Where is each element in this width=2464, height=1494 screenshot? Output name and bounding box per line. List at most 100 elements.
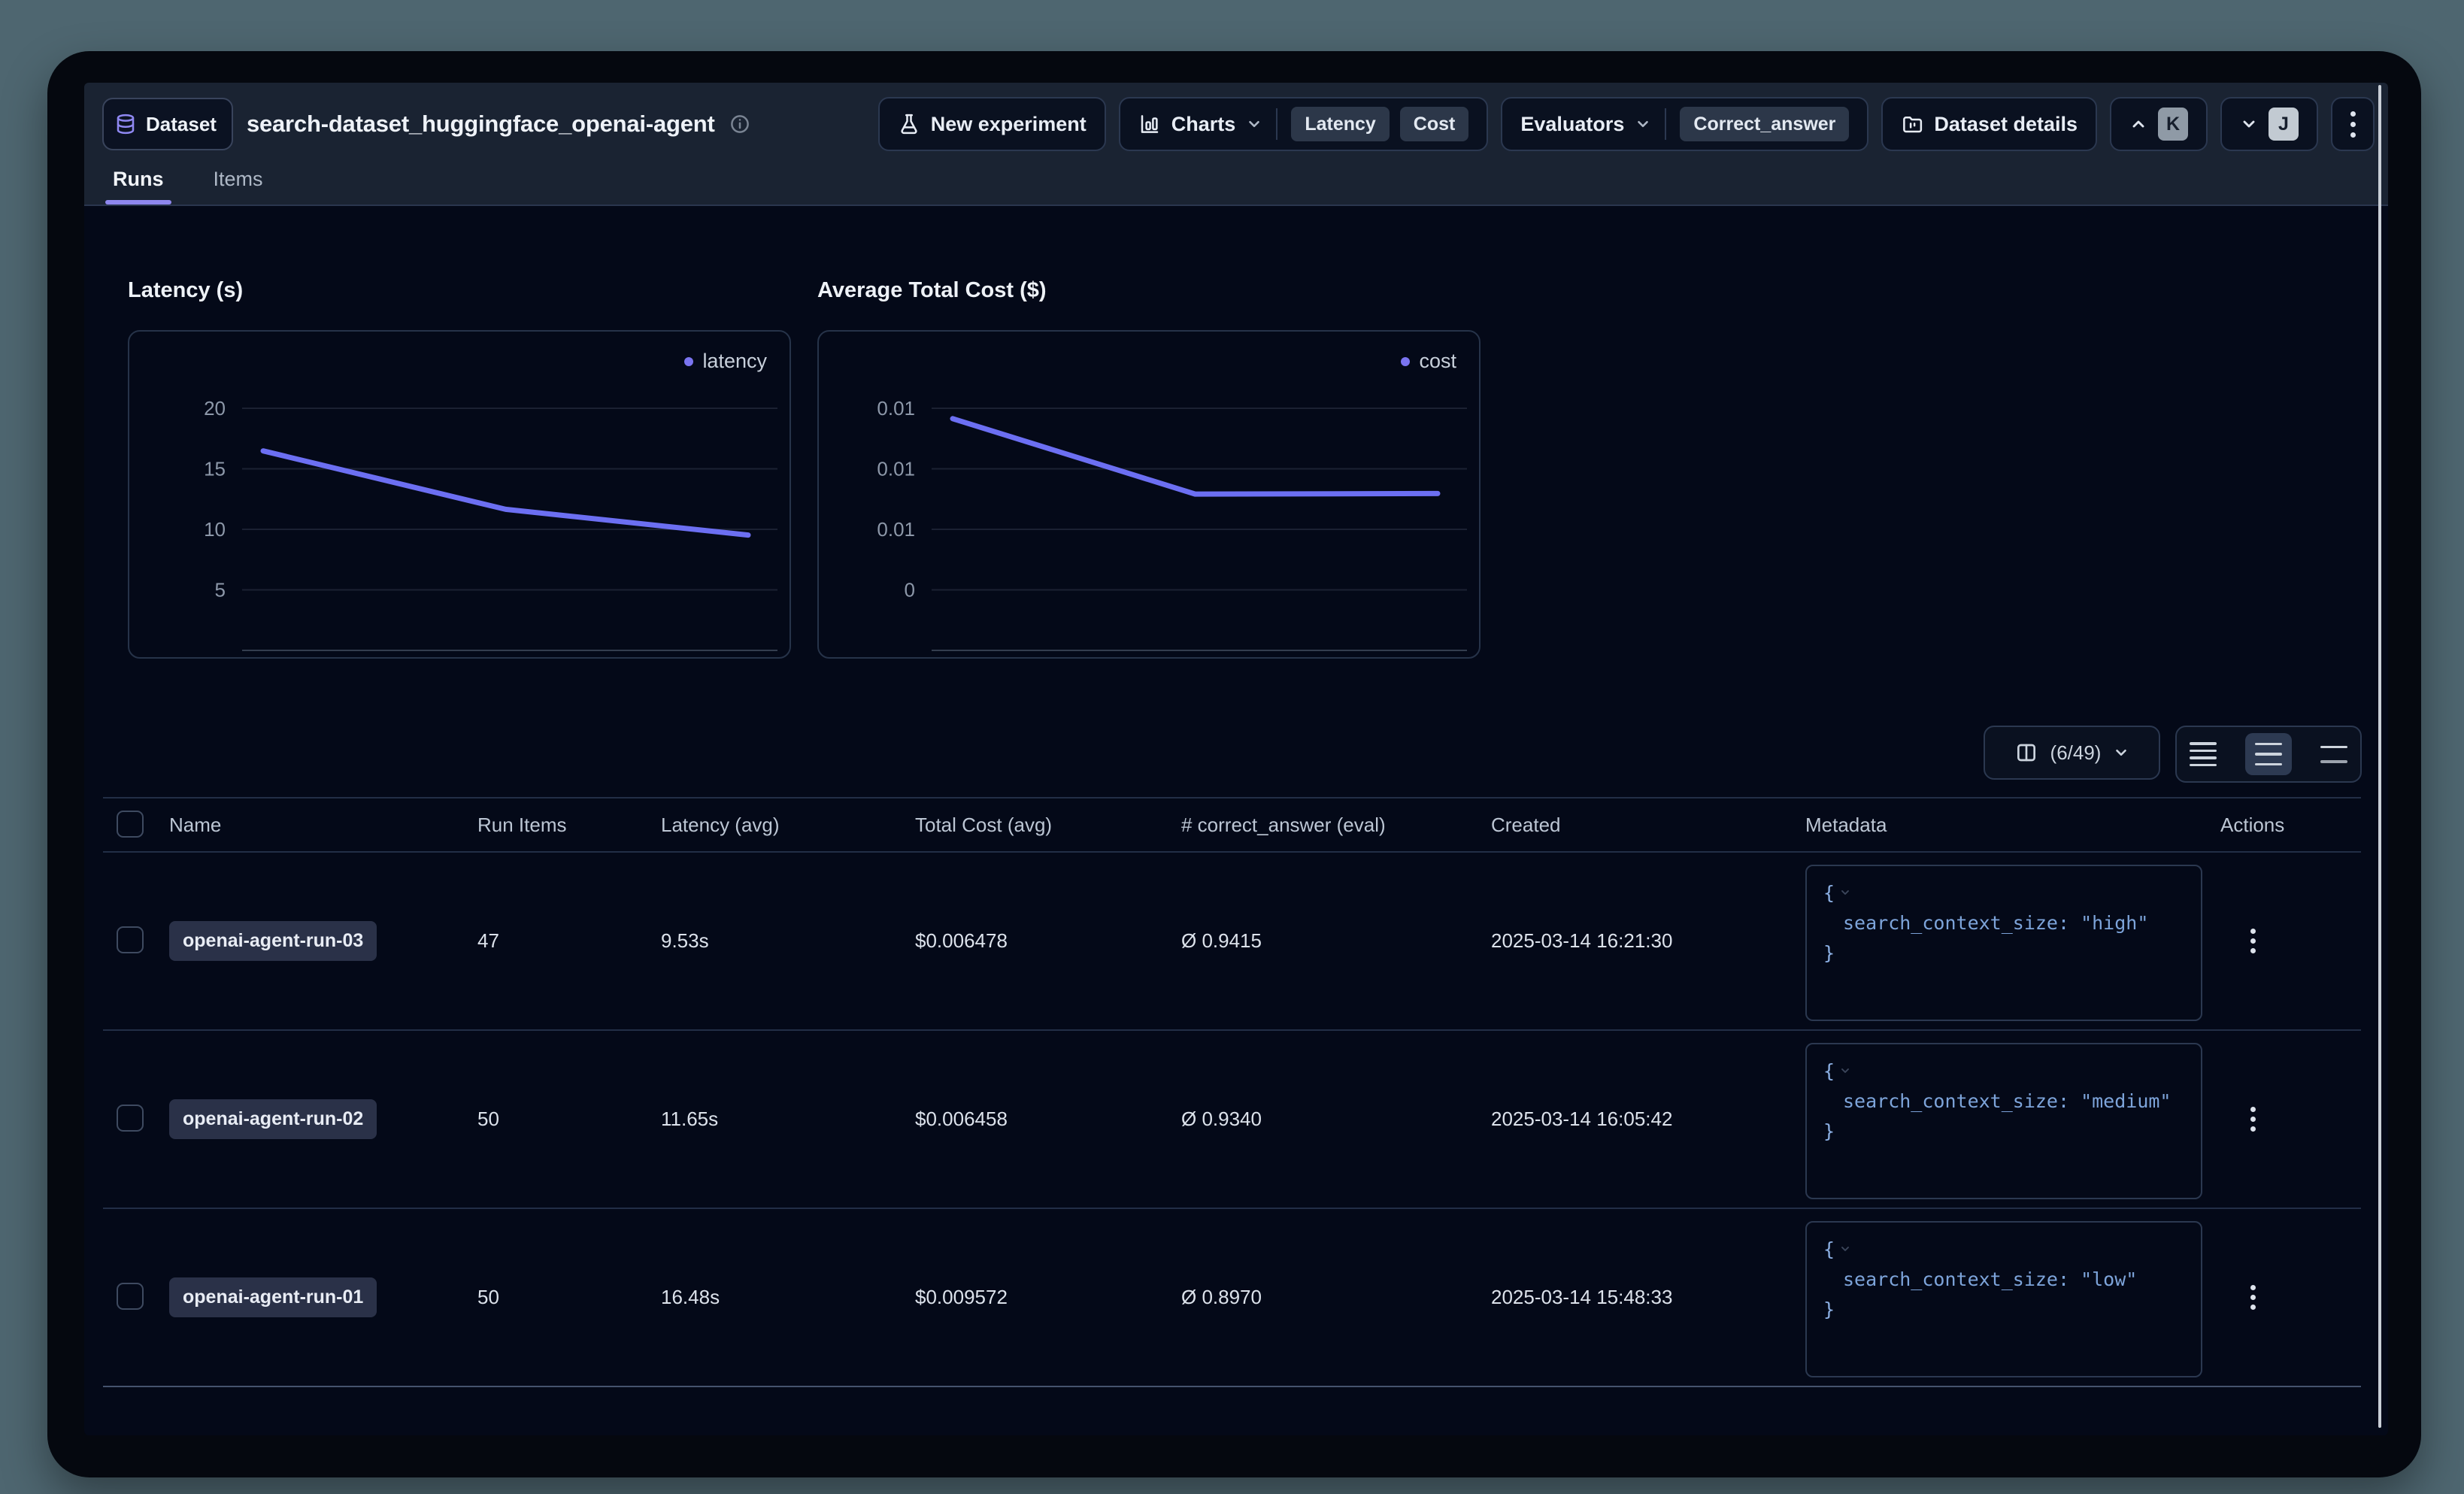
run-name-chip[interactable]: openai-agent-run-03: [169, 921, 377, 961]
latency-avg-value: 11.65s: [661, 1108, 719, 1130]
svg-text:5: 5: [215, 579, 226, 602]
next-run-button[interactable]: J: [2220, 97, 2318, 151]
table-header-row: Name Run Items Latency (avg) Total Cost …: [103, 799, 2361, 853]
app-window: Dataset search-dataset_huggingface_opena…: [84, 83, 2388, 1435]
svg-text:0.01: 0.01: [877, 518, 915, 541]
evaluators-label: Evaluators: [1520, 112, 1625, 135]
latency-chart-legend: latency: [684, 350, 767, 373]
legend-dot: [684, 356, 694, 366]
evaluators-button[interactable]: Evaluators Correct_answer: [1501, 97, 1869, 151]
column-header-name[interactable]: Name: [169, 813, 222, 836]
column-header-correct-answer[interactable]: # correct_answer (eval): [1181, 813, 1386, 836]
run-items-value: 50: [477, 1286, 499, 1308]
chevron-down-icon: [1638, 120, 1649, 128]
table-row[interactable]: openai-agent-run-03 47 9.53s $0.006478 Ø…: [103, 853, 2361, 1031]
chevron-down-icon: [2116, 749, 2127, 756]
correct-answer-value: Ø 0.8970: [1181, 1286, 1262, 1308]
column-header-metadata[interactable]: Metadata: [1805, 813, 1887, 836]
svg-text:0: 0: [905, 579, 915, 602]
column-selector-button[interactable]: (6/49): [1984, 726, 2160, 780]
metadata-entry: search_context_size: "high": [1843, 912, 2149, 934]
cost-chart-legend: cost: [1401, 350, 1456, 373]
new-experiment-label: New experiment: [930, 112, 1087, 135]
metadata-entry: search_context_size: "medium": [1843, 1090, 2172, 1112]
json-collapse-chevron-icon[interactable]: [1839, 1065, 1851, 1077]
correct-answer-value: Ø 0.9340: [1181, 1108, 1262, 1130]
legend-label: cost: [1419, 350, 1456, 372]
flask-icon: [901, 114, 917, 135]
charts-button[interactable]: Charts Latency Cost: [1118, 97, 1489, 151]
shortcut-key-k: K: [2158, 108, 2188, 141]
latency-avg-value: 9.53s: [661, 929, 709, 952]
tab-runs-label: Runs: [113, 168, 164, 190]
svg-text:15: 15: [204, 458, 226, 480]
row-actions-menu-button[interactable]: [2243, 1095, 2263, 1144]
row-actions-menu-button[interactable]: [2243, 917, 2263, 965]
tab-runs[interactable]: Runs: [105, 168, 171, 205]
kebab-icon: [2350, 111, 2356, 138]
charts-pill-cost[interactable]: Cost: [1399, 107, 1469, 141]
select-all-checkbox[interactable]: [117, 810, 144, 838]
column-header-run-items[interactable]: Run Items: [477, 813, 567, 836]
svg-text:20: 20: [204, 397, 226, 420]
dataset-details-button[interactable]: Dataset details: [1881, 97, 2097, 151]
metadata-entry: search_context_size: "low": [1843, 1268, 2138, 1290]
total-cost-avg-value: $0.006478: [915, 929, 1008, 952]
row-height-toggle-group: [2175, 726, 2362, 783]
json-collapse-chevron-icon[interactable]: [1839, 886, 1851, 899]
run-name-chip[interactable]: openai-agent-run-01: [169, 1277, 377, 1317]
row-height-small-button[interactable]: [2177, 727, 2230, 781]
tab-items[interactable]: Items: [206, 168, 271, 205]
row-checkbox[interactable]: [117, 1283, 144, 1310]
row-height-large-button[interactable]: [2307, 727, 2360, 781]
column-header-latency[interactable]: Latency (avg): [661, 813, 780, 836]
json-close-brace: }: [1823, 1299, 1835, 1320]
chevron-down-icon: [1249, 120, 1260, 128]
column-header-actions: Actions: [2220, 813, 2285, 836]
latency-chart-title: Latency (s): [128, 278, 244, 302]
row-checkbox[interactable]: [117, 1105, 144, 1132]
legend-label: latency: [702, 350, 767, 372]
correct-answer-value: Ø 0.9415: [1181, 929, 1262, 952]
json-close-brace: }: [1823, 942, 1835, 964]
metadata-json-box[interactable]: { search_context_size: "low" }: [1805, 1221, 2202, 1377]
column-selector-label: (6/49): [2050, 741, 2102, 764]
page-title: search-dataset_huggingface_openai-agent: [246, 111, 715, 137]
evaluators-pill-correct-answer[interactable]: Correct_answer: [1680, 107, 1850, 141]
vertical-scrollbar[interactable]: [2378, 85, 2381, 1428]
row-height-medium-button[interactable]: [2242, 727, 2296, 781]
bar-chart-icon: [1141, 115, 1159, 133]
row-checkbox[interactable]: [117, 926, 144, 953]
charts-pill-latency[interactable]: Latency: [1291, 107, 1390, 141]
previous-run-button[interactable]: K: [2110, 97, 2208, 151]
folder-icon: [1903, 117, 1923, 133]
header-kebab-menu-button[interactable]: [2331, 97, 2375, 151]
table-row[interactable]: openai-agent-run-01 50 16.48s $0.009572 …: [103, 1209, 2361, 1387]
json-open-brace: {: [1823, 882, 1835, 904]
table-row[interactable]: openai-agent-run-02 50 11.65s $0.006458 …: [103, 1031, 2361, 1209]
total-cost-avg-value: $0.009572: [915, 1286, 1008, 1308]
column-header-created[interactable]: Created: [1491, 813, 1561, 836]
column-header-total-cost[interactable]: Total Cost (avg): [915, 813, 1053, 836]
metadata-json-box[interactable]: { search_context_size: "medium" }: [1805, 1043, 2202, 1199]
new-experiment-button[interactable]: New experiment: [877, 97, 1106, 151]
runs-table: Name Run Items Latency (avg) Total Cost …: [103, 797, 2361, 1387]
columns-icon: [2017, 744, 2035, 762]
main-content: Latency (s) Average Total Cost ($) laten…: [84, 206, 2388, 1435]
row-actions-menu-button[interactable]: [2243, 1273, 2263, 1322]
info-icon[interactable]: [729, 113, 751, 135]
run-name-chip[interactable]: openai-agent-run-02: [169, 1099, 377, 1139]
json-open-brace: {: [1823, 1060, 1835, 1082]
svg-text:0.01: 0.01: [877, 397, 915, 420]
tab-items-label: Items: [213, 168, 263, 190]
row-height-small-icon: [2190, 742, 2217, 766]
button-divider: [1665, 108, 1667, 140]
run-items-value: 50: [477, 1108, 499, 1130]
json-collapse-chevron-icon[interactable]: [1839, 1243, 1851, 1255]
row-height-large-icon: [2320, 745, 2347, 763]
run-items-value: 47: [477, 929, 499, 952]
metadata-json-box[interactable]: { search_context_size: "high" }: [1805, 865, 2202, 1021]
title-bar: Dataset search-dataset_huggingface_opena…: [102, 96, 2375, 152]
latency-avg-value: 16.48s: [661, 1286, 720, 1308]
